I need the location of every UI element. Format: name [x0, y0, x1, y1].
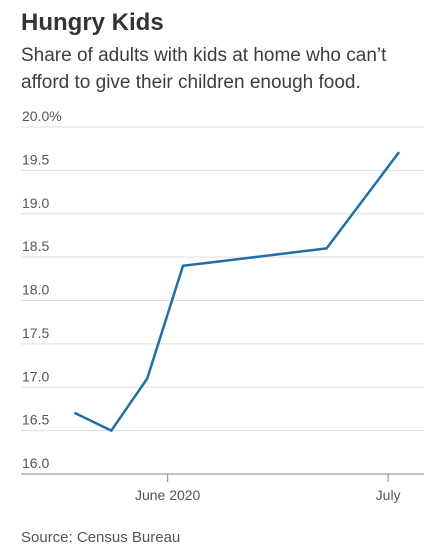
- gridlines: [21, 126, 424, 475]
- y-tick-label: 16.0: [22, 455, 49, 471]
- data-point: [289, 251, 292, 254]
- data-point: [397, 151, 400, 155]
- y-tick-label: 18.5: [22, 238, 49, 254]
- x-axis: June 2020 July: [135, 474, 401, 503]
- y-tick-label: 20.0%: [22, 108, 62, 124]
- y-tick-label: 19.5: [22, 151, 49, 167]
- data-point: [110, 429, 113, 432]
- data-point: [217, 260, 221, 263]
- data-point: [181, 264, 185, 267]
- data-point: [325, 247, 328, 250]
- chart-subtitle: Share of adults with kids at home who ca…: [21, 45, 387, 93]
- y-tick-label: 19.0: [22, 195, 49, 211]
- y-tick-label: 17.0: [22, 368, 49, 384]
- series-layer: [74, 151, 400, 432]
- y-tick-label: 16.5: [22, 412, 49, 428]
- chart-title: Hungry Kids: [21, 9, 164, 36]
- data-point: [74, 412, 77, 415]
- x-tick-label: June 2020: [135, 487, 201, 503]
- series-line: [74, 151, 400, 432]
- data-point: [145, 377, 149, 380]
- source-note: Source: Census Bureau: [21, 529, 181, 546]
- data-point: [361, 199, 364, 202]
- y-tick-label: 17.5: [22, 325, 49, 341]
- x-tick-label: July: [376, 487, 401, 503]
- y-tick-label: 18.0: [22, 282, 49, 298]
- y-axis-tick-labels: 16.0 16.5 17.0 17.5 18.0 18.5 19.0 19.5 20.0%: [22, 108, 62, 471]
- data-point: [253, 255, 257, 259]
